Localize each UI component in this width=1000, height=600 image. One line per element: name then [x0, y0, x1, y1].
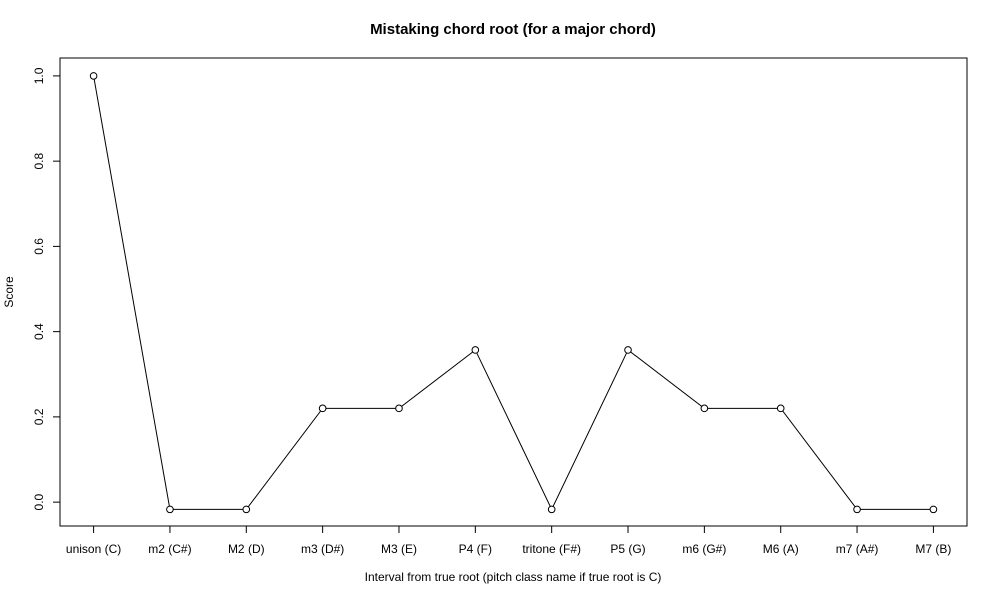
y-axis-label: Score: [2, 276, 16, 308]
x-tick-label: m7 (A#): [836, 542, 879, 556]
data-point: [166, 505, 174, 514]
y-tick-label: 0.6: [32, 238, 46, 255]
y-tick-label: 0.8: [32, 152, 46, 169]
y-tick-label: 0.0: [32, 493, 46, 510]
data-point: [318, 404, 327, 413]
x-tick-label: tritone (F#): [522, 542, 581, 556]
x-axis-label: Interval from true root (pitch class nam…: [365, 570, 662, 584]
y-tick-label: 1.0: [32, 67, 46, 84]
y-tick-label: 0.2: [32, 408, 46, 425]
x-tick-label: M2 (D): [228, 542, 265, 556]
data-point: [776, 404, 785, 413]
data-point: [89, 72, 98, 80]
x-tick-label: M3 (E): [381, 542, 417, 556]
data-point: [547, 505, 556, 514]
plot-frame: [59, 57, 968, 527]
x-tick-label: m3 (D#): [301, 542, 344, 556]
x-tick-label: m2 (C#): [148, 542, 191, 556]
x-tick-label: m6 (G#): [682, 542, 726, 556]
data-point: [242, 505, 251, 514]
data-point: [471, 346, 480, 354]
x-tick-label: P5 (G): [610, 542, 645, 556]
chart-title: Mistaking chord root (for a major chord): [370, 21, 656, 38]
data-point: [929, 505, 938, 514]
x-tick-label: M7 (B): [915, 542, 951, 556]
data-line: [93, 75, 934, 511]
x-tick-label: M6 (A): [763, 542, 799, 556]
y-tick-label: 0.4: [32, 323, 46, 340]
x-tick-label: unison (C): [66, 542, 121, 556]
data-point: [853, 505, 861, 514]
data-point: [700, 404, 709, 413]
x-tick-label: P4 (F): [459, 542, 492, 556]
data-point: [395, 404, 403, 413]
data-point: [624, 346, 632, 354]
